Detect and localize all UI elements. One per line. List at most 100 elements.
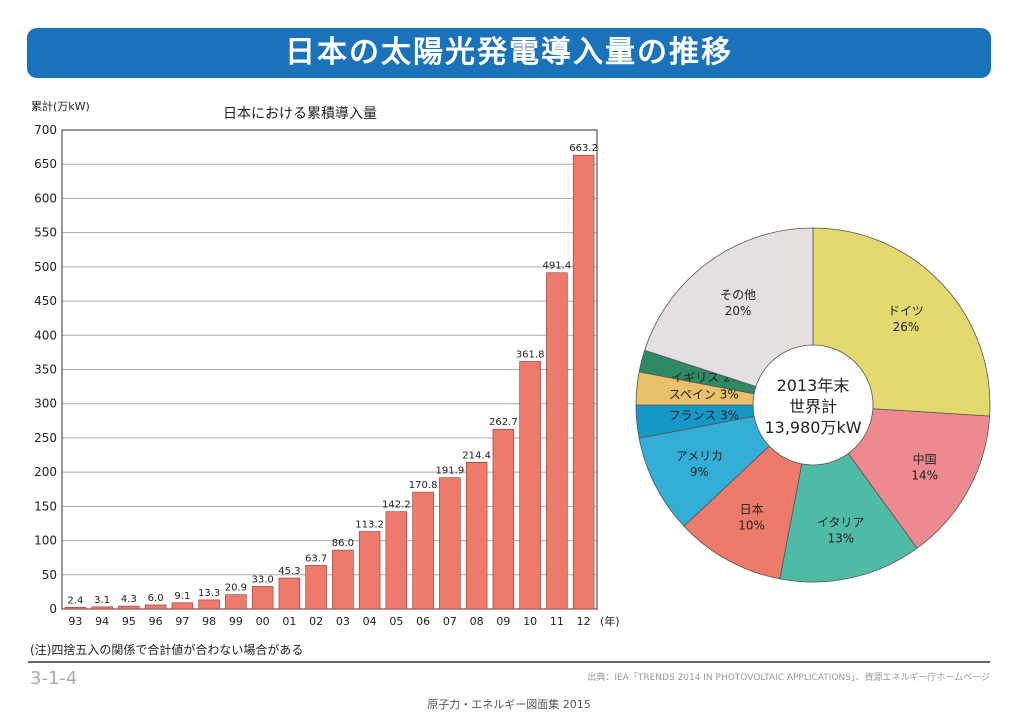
footnote: (注)四捨五入の関係で合計値が合わない場合がある [30,643,304,657]
data-label: 663.2 [569,143,598,154]
y-tick-label: 50 [42,568,57,582]
slice-value: 9% [690,465,709,479]
slice-label: スペイン 3% [669,388,739,402]
data-label: 33.0 [251,574,273,585]
y-tick-label: 450 [34,294,57,308]
bar [465,461,488,610]
slice-label: ドイツ [888,304,924,318]
data-label: 262.7 [489,417,518,428]
data-label: 142.2 [382,500,411,511]
bar [225,594,247,610]
pie-slice [644,227,814,406]
bar [118,605,140,610]
data-label: 214.4 [462,450,491,461]
x-tick-label: 10 [523,615,537,628]
bar [385,511,408,610]
x-tick-label: 97 [175,615,189,628]
x-tick-label: 02 [309,615,323,628]
y-tick-label: 150 [34,499,57,513]
data-label: 20.9 [225,583,247,594]
y-tick-label: 0 [49,602,57,616]
bar [546,272,568,610]
bar [171,602,194,610]
slice-label: フランス 3% [668,408,739,422]
y-tick-label: 550 [34,226,57,240]
bar [439,477,461,610]
x-tick-label: 01 [282,615,296,628]
footer-text: 原子力・エネルギー図面集 2015 [427,698,591,711]
y-tick-label: 300 [34,397,57,411]
x-tick-label: 08 [470,615,484,628]
slice-value: 26% [893,320,920,334]
y-axis-label: 累計(万kW) [31,99,90,113]
y-tick-label: 250 [34,431,57,445]
y-tick-label: 200 [34,465,57,479]
x-tick-label: 94 [95,615,109,628]
data-label: 2.4 [67,595,83,606]
data-label: 4.3 [121,594,137,605]
bar [251,586,274,610]
bar [91,606,113,610]
divider [28,661,990,663]
chart-title: 日本における累積導入量 [223,106,377,122]
center-text: 世界計 [789,397,837,416]
data-label: 6.0 [148,593,164,604]
slice-label: イタリア [817,515,865,529]
x-tick-label: 00 [256,615,270,628]
x-tick-label: 05 [389,615,403,628]
slice-label: 中国 [913,451,937,466]
x-tick-label: 93 [68,615,82,628]
data-label: 63.7 [305,553,327,564]
bar [572,154,595,610]
data-label: 361.8 [516,349,545,360]
x-tick-label: 06 [416,615,430,628]
bar [278,577,301,610]
x-axis-label: (年) [600,614,620,628]
x-tick-label: 11 [550,615,564,628]
center-text: 2013年末 [777,376,850,395]
data-label: 191.9 [436,466,465,477]
x-tick-label: 09 [496,615,510,628]
y-tick-label: 500 [34,260,57,274]
pie-center [752,344,874,466]
data-label: 13.3 [198,588,220,599]
slice-value: 13% [827,531,854,545]
slice-value: 20% [725,304,752,318]
x-tick-label: 95 [122,615,136,628]
bar [412,491,434,610]
x-tick-label: 03 [336,615,350,628]
slice-value: 10% [738,519,765,533]
data-label: 9.1 [174,591,190,602]
x-tick-label: 96 [149,615,163,628]
y-tick-label: 700 [34,123,57,137]
bar [492,428,515,610]
slice-value: 14% [911,468,938,482]
y-tick-label: 100 [34,534,57,548]
y-tick-label: 350 [34,363,57,377]
x-tick-label: 98 [202,615,216,628]
slice-label: その他 [720,288,756,302]
x-tick-label: 99 [229,615,243,628]
data-label: 86.0 [332,538,354,549]
data-label: 491.4 [543,261,572,272]
x-tick-label: 04 [363,615,377,628]
data-label: 170.8 [409,480,438,491]
page-code: 3-1-4 [30,668,78,689]
bar [64,607,87,610]
data-label: 45.3 [278,566,300,577]
slice-label: 日本 [740,503,764,517]
x-tick-label: 07 [443,615,457,628]
bar [358,531,381,610]
data-label: 113.2 [355,520,384,531]
page-title: 日本の太陽光発電導入量の推移 [27,28,991,78]
source-text: 出典：IEA「TRENDS 2014 IN PHOTOVOLTAIC APPLI… [587,673,990,683]
slice-label: アメリカ [676,449,723,463]
y-tick-label: 600 [34,191,57,205]
center-text: 13,980万kW [764,418,861,437]
plot-frame [61,129,598,610]
x-tick-label: 12 [577,615,591,628]
bar [144,604,167,610]
bar [332,549,354,610]
y-tick-label: 400 [34,328,57,342]
